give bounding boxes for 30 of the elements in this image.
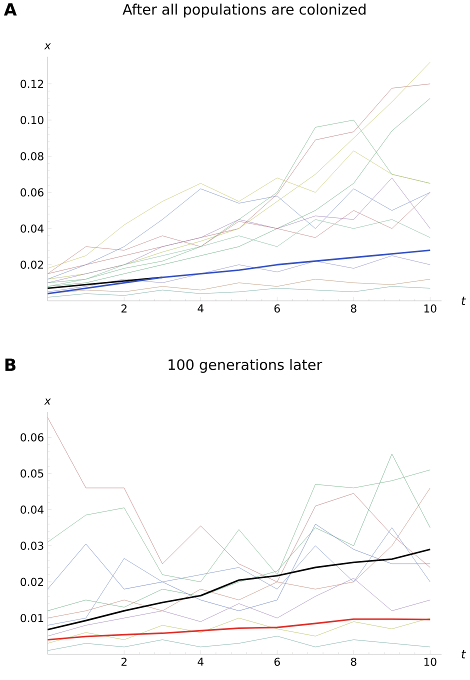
- y-tick-label: 0.02: [20, 578, 43, 586]
- chart-title: 100 generations later: [168, 358, 322, 373]
- chart-title: After all populations are colonized: [122, 4, 366, 18]
- y-axis-title: x: [44, 43, 51, 50]
- y-tick-label: 0.02: [20, 260, 43, 269]
- x-tick-label: 6: [274, 658, 280, 666]
- x-tick-label: 4: [198, 304, 204, 312]
- y-tick-label: 0.01: [20, 614, 43, 622]
- y-axis-title: x: [44, 398, 51, 405]
- x-tick-label: 4: [198, 658, 204, 666]
- y-tick-label: 0.10: [20, 116, 44, 124]
- x-axis-title: t: [462, 296, 466, 306]
- y-tick-label: 0.04: [20, 506, 44, 514]
- y-tick-label: 0.12: [20, 80, 43, 88]
- x-tick-label: 2: [121, 304, 126, 312]
- y-tick-label: 0.05: [20, 469, 43, 478]
- text: B: [5, 358, 16, 371]
- y-tick-label: 0.04: [20, 224, 44, 233]
- x-tick-label: 10: [424, 304, 436, 313]
- y-tick-label: 0.06: [20, 188, 44, 196]
- text: A: [4, 3, 17, 16]
- x-tick-label: 6: [274, 304, 280, 313]
- x-tick-label: 10: [424, 658, 436, 666]
- y-tick-label: 0.03: [20, 542, 44, 550]
- x-tick-label: 2: [121, 658, 126, 666]
- x-axis-title: t: [462, 650, 466, 658]
- y-tick-label: 0.06: [20, 433, 44, 442]
- y-tick-label: 0.08: [20, 152, 44, 160]
- x-tick-label: 8: [350, 658, 356, 666]
- x-tick-label: 8: [350, 304, 356, 313]
